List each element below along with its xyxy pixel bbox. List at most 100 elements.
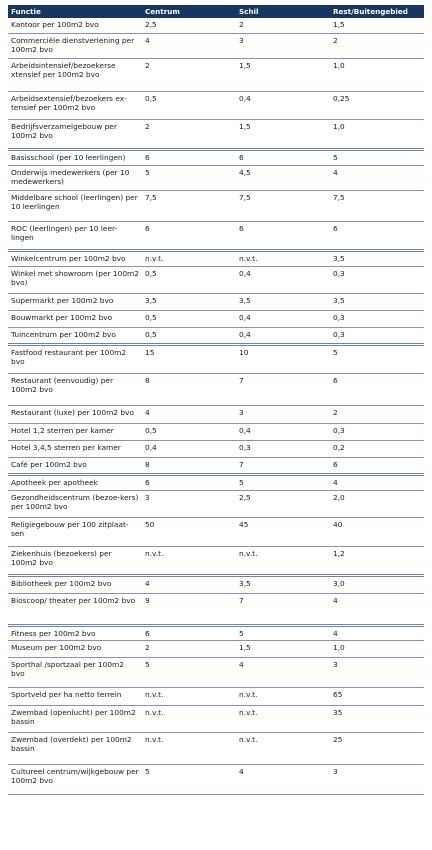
table-row: Winkel met showroom (per 100m2 bvo) 0,5 0,… — [8, 266, 424, 294]
cell-schil: 1,5 — [236, 58, 330, 92]
cell-functie: Tuincentrum per 100m2 bvo — [8, 327, 142, 346]
cell-centrum: 4 — [142, 575, 236, 594]
cell-rest: 6 — [330, 457, 424, 476]
cell-centrum: n.v.t. — [142, 546, 236, 577]
cell-rest: 40 — [330, 517, 424, 547]
cell-schil: 2,5 — [236, 490, 330, 518]
cell-centrum: 5 — [142, 657, 236, 688]
cell-schil: 0,4 — [236, 310, 330, 328]
cell-rest: 7,5 — [330, 190, 424, 222]
cell-schil: 5 — [236, 474, 330, 491]
cell-centrum: 4 — [142, 33, 236, 59]
cell-functie: Apotheek per apotheek — [8, 474, 142, 491]
cell-schil: 3 — [236, 405, 330, 424]
table-header-row: Functie Centrum Schil Rest/Buitengebied — [8, 5, 424, 18]
cell-functie: Sporthal /sportzaal per 100m2 bvo — [8, 657, 142, 688]
cell-centrum: 6 — [142, 221, 236, 252]
cell-rest: 1,2 — [330, 546, 424, 577]
cell-centrum: 2 — [142, 640, 236, 658]
cell-centrum: 0,5 — [142, 327, 236, 346]
cell-centrum: n.v.t. — [142, 732, 236, 765]
cell-rest: 2 — [330, 405, 424, 424]
cell-functie: Winkelcentrum per 100m2 bvo — [8, 250, 142, 267]
table-row: Restaurant (eenvoudig) per 100m2 bvo 8 7 6 — [8, 373, 424, 406]
table-row: Fastfood restaurant per 100m2 bvo 15 10 5 — [8, 344, 424, 374]
table-row: Zwembad (overdekt) per 100m2 bassin n.v.t… — [8, 732, 424, 765]
table-row: Kantoor per 100m2 bvo 2,5 2 1,5 — [8, 18, 424, 34]
cell-centrum: 4 — [142, 405, 236, 424]
cell-rest: 5 — [330, 344, 424, 374]
cell-functie: Hotel 1,2 sterren per kamer — [8, 423, 142, 441]
cell-centrum: 6 — [142, 625, 236, 641]
cell-rest: 65 — [330, 687, 424, 706]
cell-centrum: 2 — [142, 58, 236, 92]
table-row: Onderwijs medewerkers (per 10 medewerker… — [8, 165, 424, 191]
cell-schil: 5 — [236, 625, 330, 641]
cell-schil: 7,5 — [236, 190, 330, 222]
cell-rest: 6 — [330, 373, 424, 406]
cell-functie: Hotel 3,4,5 sterren per kamer — [8, 440, 142, 458]
table-row: Commerciële dienstverlening per 100m2 bv… — [8, 33, 424, 59]
cell-centrum: 0,5 — [142, 266, 236, 294]
cell-centrum: 0,5 — [142, 423, 236, 441]
cell-schil: 1,5 — [236, 119, 330, 151]
header-schil: Schil — [236, 5, 330, 18]
cell-centrum: 3,5 — [142, 293, 236, 311]
table-row: Zwembad (openlucht) per 100m2 bassin n.v.… — [8, 705, 424, 733]
cell-schil: 2 — [236, 18, 330, 34]
cell-functie: Onderwijs medewerkers (per 10 medewerker… — [8, 165, 142, 191]
cell-centrum: 5 — [142, 764, 236, 795]
cell-centrum: 2,5 — [142, 18, 236, 34]
cell-schil: 6 — [236, 149, 330, 166]
table-row: Religiegebouw per 100 zitplaat-sen 50 45 40 — [8, 517, 424, 547]
table-row: Bedrijfsverzamelgebouw per 100m2 bvo 2 1,5… — [8, 119, 424, 151]
table-row: Basisschool (per 10 leerlingen) 6 6 5 — [8, 149, 424, 166]
cell-functie: Basisschool (per 10 leerlingen) — [8, 149, 142, 166]
cell-centrum: 8 — [142, 373, 236, 406]
cell-rest: 0,3 — [330, 310, 424, 328]
cell-rest: 6 — [330, 221, 424, 252]
cell-rest: 1,0 — [330, 119, 424, 151]
table-row: Ziekenhuis (bezoekers) per 100m2 bvo n.v.… — [8, 546, 424, 577]
parking-norms-table: Functie Centrum Schil Rest/Buitengebied … — [8, 5, 424, 795]
cell-centrum: 7,5 — [142, 190, 236, 222]
cell-functie: Commerciële dienstverlening per 100m2 bv… — [8, 33, 142, 59]
table-row: Tuincentrum per 100m2 bvo 0,5 0,4 0,3 — [8, 327, 424, 346]
table-row: Cultureel centrum/wijkgebouw per 100m2 b… — [8, 764, 424, 795]
cell-functie: Restaurant (luxe) per 100m2 bvo — [8, 405, 142, 424]
cell-functie: Cultureel centrum/wijkgebouw per 100m2 b… — [8, 764, 142, 795]
cell-rest: 4 — [330, 593, 424, 627]
table-row: Apotheek per apotheek 6 5 4 — [8, 474, 424, 491]
table-row: Supermarkt per 100m2 bvo 3,5 3,5 3,5 — [8, 293, 424, 311]
cell-centrum: 0,5 — [142, 310, 236, 328]
cell-functie: Winkel met showroom (per 100m2 bvo) — [8, 266, 142, 294]
cell-functie: Fastfood restaurant per 100m2 bvo — [8, 344, 142, 374]
cell-functie: Bouwmarkt per 100m2 bvo — [8, 310, 142, 328]
cell-schil: n.v.t. — [236, 546, 330, 577]
cell-functie: Zwembad (overdekt) per 100m2 bassin — [8, 732, 142, 765]
table-row: ROC (leerlingen) per 10 leer-lingen 6 6 6 — [8, 221, 424, 252]
cell-functie: Arbeidsintensief/bezoekerse xtensief per… — [8, 58, 142, 92]
cell-schil: 7 — [236, 593, 330, 627]
cell-functie: Religiegebouw per 100 zitplaat-sen — [8, 517, 142, 547]
header-functie: Functie — [8, 5, 142, 18]
cell-functie: Sportveld per ha netto terrein — [8, 687, 142, 706]
cell-rest: 3,0 — [330, 575, 424, 594]
cell-schil: n.v.t. — [236, 705, 330, 733]
cell-rest: 5 — [330, 149, 424, 166]
table-row: Hotel 3,4,5 sterren per kamer 0,4 0,3 0,2 — [8, 440, 424, 458]
cell-functie: Kantoor per 100m2 bvo — [8, 18, 142, 34]
cell-schil: n.v.t. — [236, 687, 330, 706]
cell-schil: 4 — [236, 657, 330, 688]
header-rest: Rest/Buitengebied — [330, 5, 424, 18]
cell-centrum: 5 — [142, 165, 236, 191]
cell-rest: 1,0 — [330, 58, 424, 92]
cell-schil: 10 — [236, 344, 330, 374]
cell-functie: Fitness per 100m2 bvo — [8, 625, 142, 641]
cell-centrum: 2 — [142, 119, 236, 151]
cell-rest: 0,3 — [330, 327, 424, 346]
cell-rest: 1,0 — [330, 640, 424, 658]
cell-rest: 4 — [330, 625, 424, 641]
table-body: Kantoor per 100m2 bvo 2,5 2 1,5 Commerciële … — [8, 18, 424, 795]
cell-rest: 0,3 — [330, 423, 424, 441]
